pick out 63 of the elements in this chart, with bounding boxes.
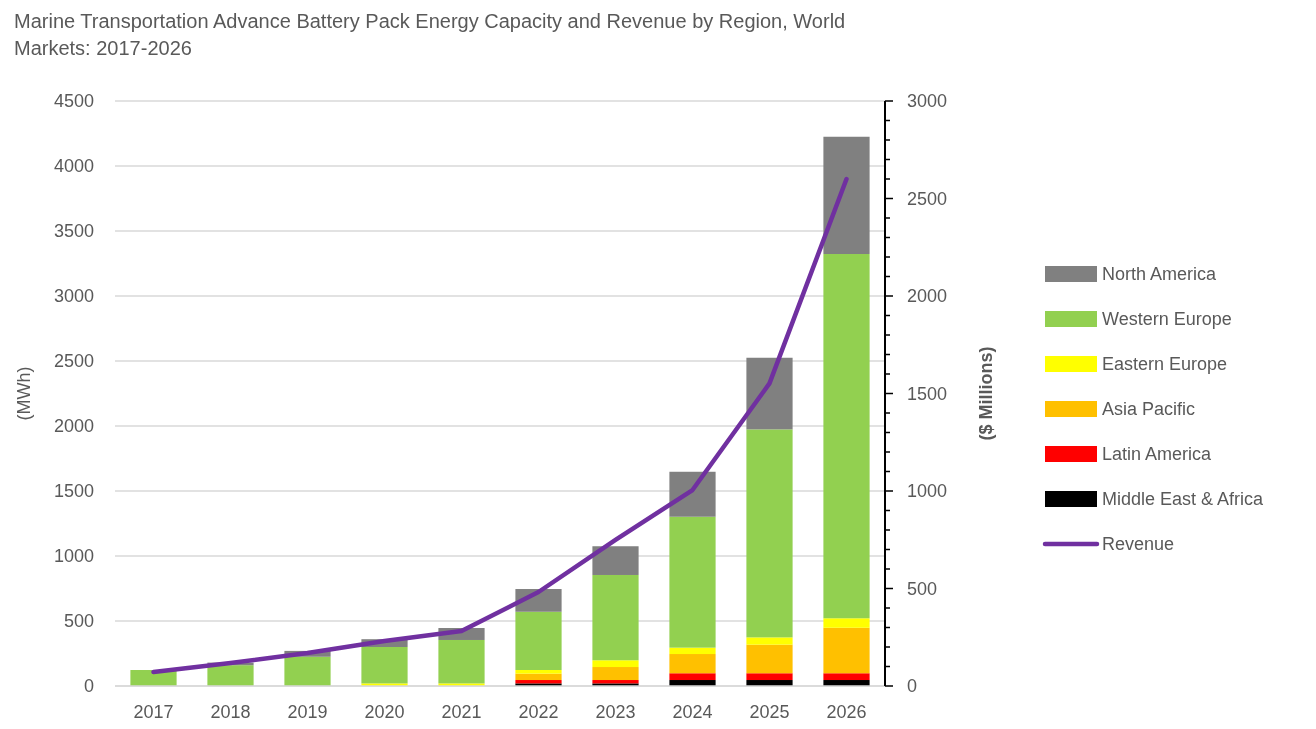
bar (284, 656, 331, 686)
bar (669, 647, 716, 655)
y2-tick-label: 2500 (907, 188, 948, 209)
x-tick-label: 2019 (287, 702, 328, 722)
line-series (151, 176, 849, 675)
legend-label: Asia Pacific (1102, 399, 1196, 420)
y-tick-label: 3500 (53, 221, 94, 242)
x-tick-label: 2026 (826, 702, 867, 722)
bar (361, 647, 408, 684)
bar (515, 673, 562, 681)
bar (515, 611, 562, 671)
chart-title: Marine Transportation Advance Battery Pack Energy Capacity and Revenue by Region, World Markets: 2017-2026 (14, 10, 846, 59)
bar (823, 673, 870, 681)
y-tick-label: 2000 (53, 416, 94, 437)
bar (669, 673, 716, 681)
x-tick-label: 2018 (210, 702, 251, 722)
y-tick-label: 1500 (53, 481, 94, 502)
x-tick-label: 2025 (749, 702, 790, 722)
y-axis-title: (MWh) (14, 366, 34, 421)
legend-label: Western Europe (1102, 309, 1232, 330)
y-tick-label: 0 (83, 676, 94, 697)
x-tick-label: 2024 (672, 702, 713, 722)
x-tick-label: 2021 (441, 702, 482, 722)
bar (823, 136, 870, 255)
y-tick-label: 1000 (53, 546, 94, 567)
y-tick-label: 3000 (53, 286, 94, 307)
bar (515, 670, 562, 674)
bar (746, 429, 793, 638)
bar (746, 673, 793, 681)
bar (592, 574, 639, 661)
x-tick-label: 2017 (133, 702, 174, 722)
y2-tick-label: 3000 (907, 91, 948, 112)
x-tick-label: 2023 (595, 702, 636, 722)
bar (823, 627, 870, 674)
y-tick-label: 4500 (53, 91, 94, 112)
bar (207, 665, 254, 686)
y-tick-label: 4000 (53, 156, 94, 177)
bar (669, 654, 716, 674)
x-tick-label: 2020 (364, 702, 405, 722)
bar (669, 516, 716, 648)
y2-tick-label: 1000 (907, 481, 948, 502)
bar (746, 644, 793, 674)
bar (592, 546, 639, 575)
bar (592, 667, 639, 681)
legend-label: Revenue (1102, 534, 1175, 555)
bar (592, 660, 639, 668)
x-tick-label: 2022 (518, 702, 559, 722)
legend-label: North America (1102, 264, 1218, 285)
legend-label: Eastern Europe (1102, 354, 1228, 375)
bar (823, 618, 870, 628)
bar (746, 637, 793, 645)
y-tick-label: 2500 (53, 351, 94, 372)
y2-tick-label: 0 (907, 676, 918, 697)
y2-tick-label: 1500 (907, 383, 948, 404)
legend-label: Latin America (1102, 444, 1213, 465)
bar (746, 357, 793, 430)
legend-label: Middle East & Africa (1102, 489, 1265, 510)
bar (823, 254, 870, 619)
y2-axis-title: ($ Millions) (976, 346, 996, 441)
y2-tick-label: 500 (907, 578, 938, 599)
y-tick-label: 500 (63, 611, 94, 632)
y2-tick-label: 2000 (907, 286, 948, 307)
bar (438, 639, 485, 684)
